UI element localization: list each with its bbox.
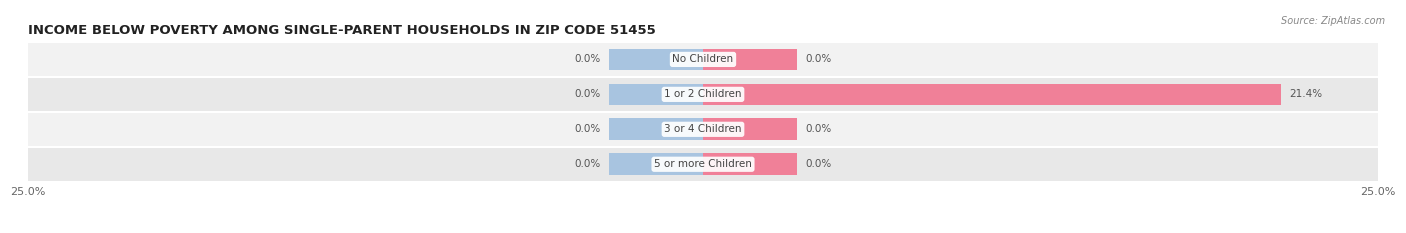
Bar (703, 83, 1281, 105)
Bar (28, 112, 1378, 147)
Text: 0.0%: 0.0% (574, 124, 600, 134)
Text: 0.0%: 0.0% (806, 55, 832, 64)
Text: INCOME BELOW POVERTY AMONG SINGLE-PARENT HOUSEHOLDS IN ZIP CODE 51455: INCOME BELOW POVERTY AMONG SINGLE-PARENT… (28, 24, 655, 37)
Bar (609, 49, 703, 70)
Text: No Children: No Children (672, 55, 734, 64)
Text: 21.4%: 21.4% (1289, 89, 1322, 99)
Text: 5 or more Children: 5 or more Children (654, 159, 752, 169)
Text: 1 or 2 Children: 1 or 2 Children (664, 89, 742, 99)
Text: 0.0%: 0.0% (806, 159, 832, 169)
Text: 0.0%: 0.0% (574, 89, 600, 99)
Bar (28, 77, 1378, 112)
Bar (703, 118, 797, 140)
Text: 3 or 4 Children: 3 or 4 Children (664, 124, 742, 134)
Bar (609, 153, 703, 175)
Text: 0.0%: 0.0% (574, 159, 600, 169)
Bar (703, 153, 797, 175)
Bar (609, 118, 703, 140)
Bar (28, 42, 1378, 77)
Bar (703, 49, 797, 70)
Bar (609, 83, 703, 105)
Bar (28, 147, 1378, 182)
Text: Source: ZipAtlas.com: Source: ZipAtlas.com (1281, 16, 1385, 26)
Text: 0.0%: 0.0% (574, 55, 600, 64)
Text: 0.0%: 0.0% (806, 124, 832, 134)
